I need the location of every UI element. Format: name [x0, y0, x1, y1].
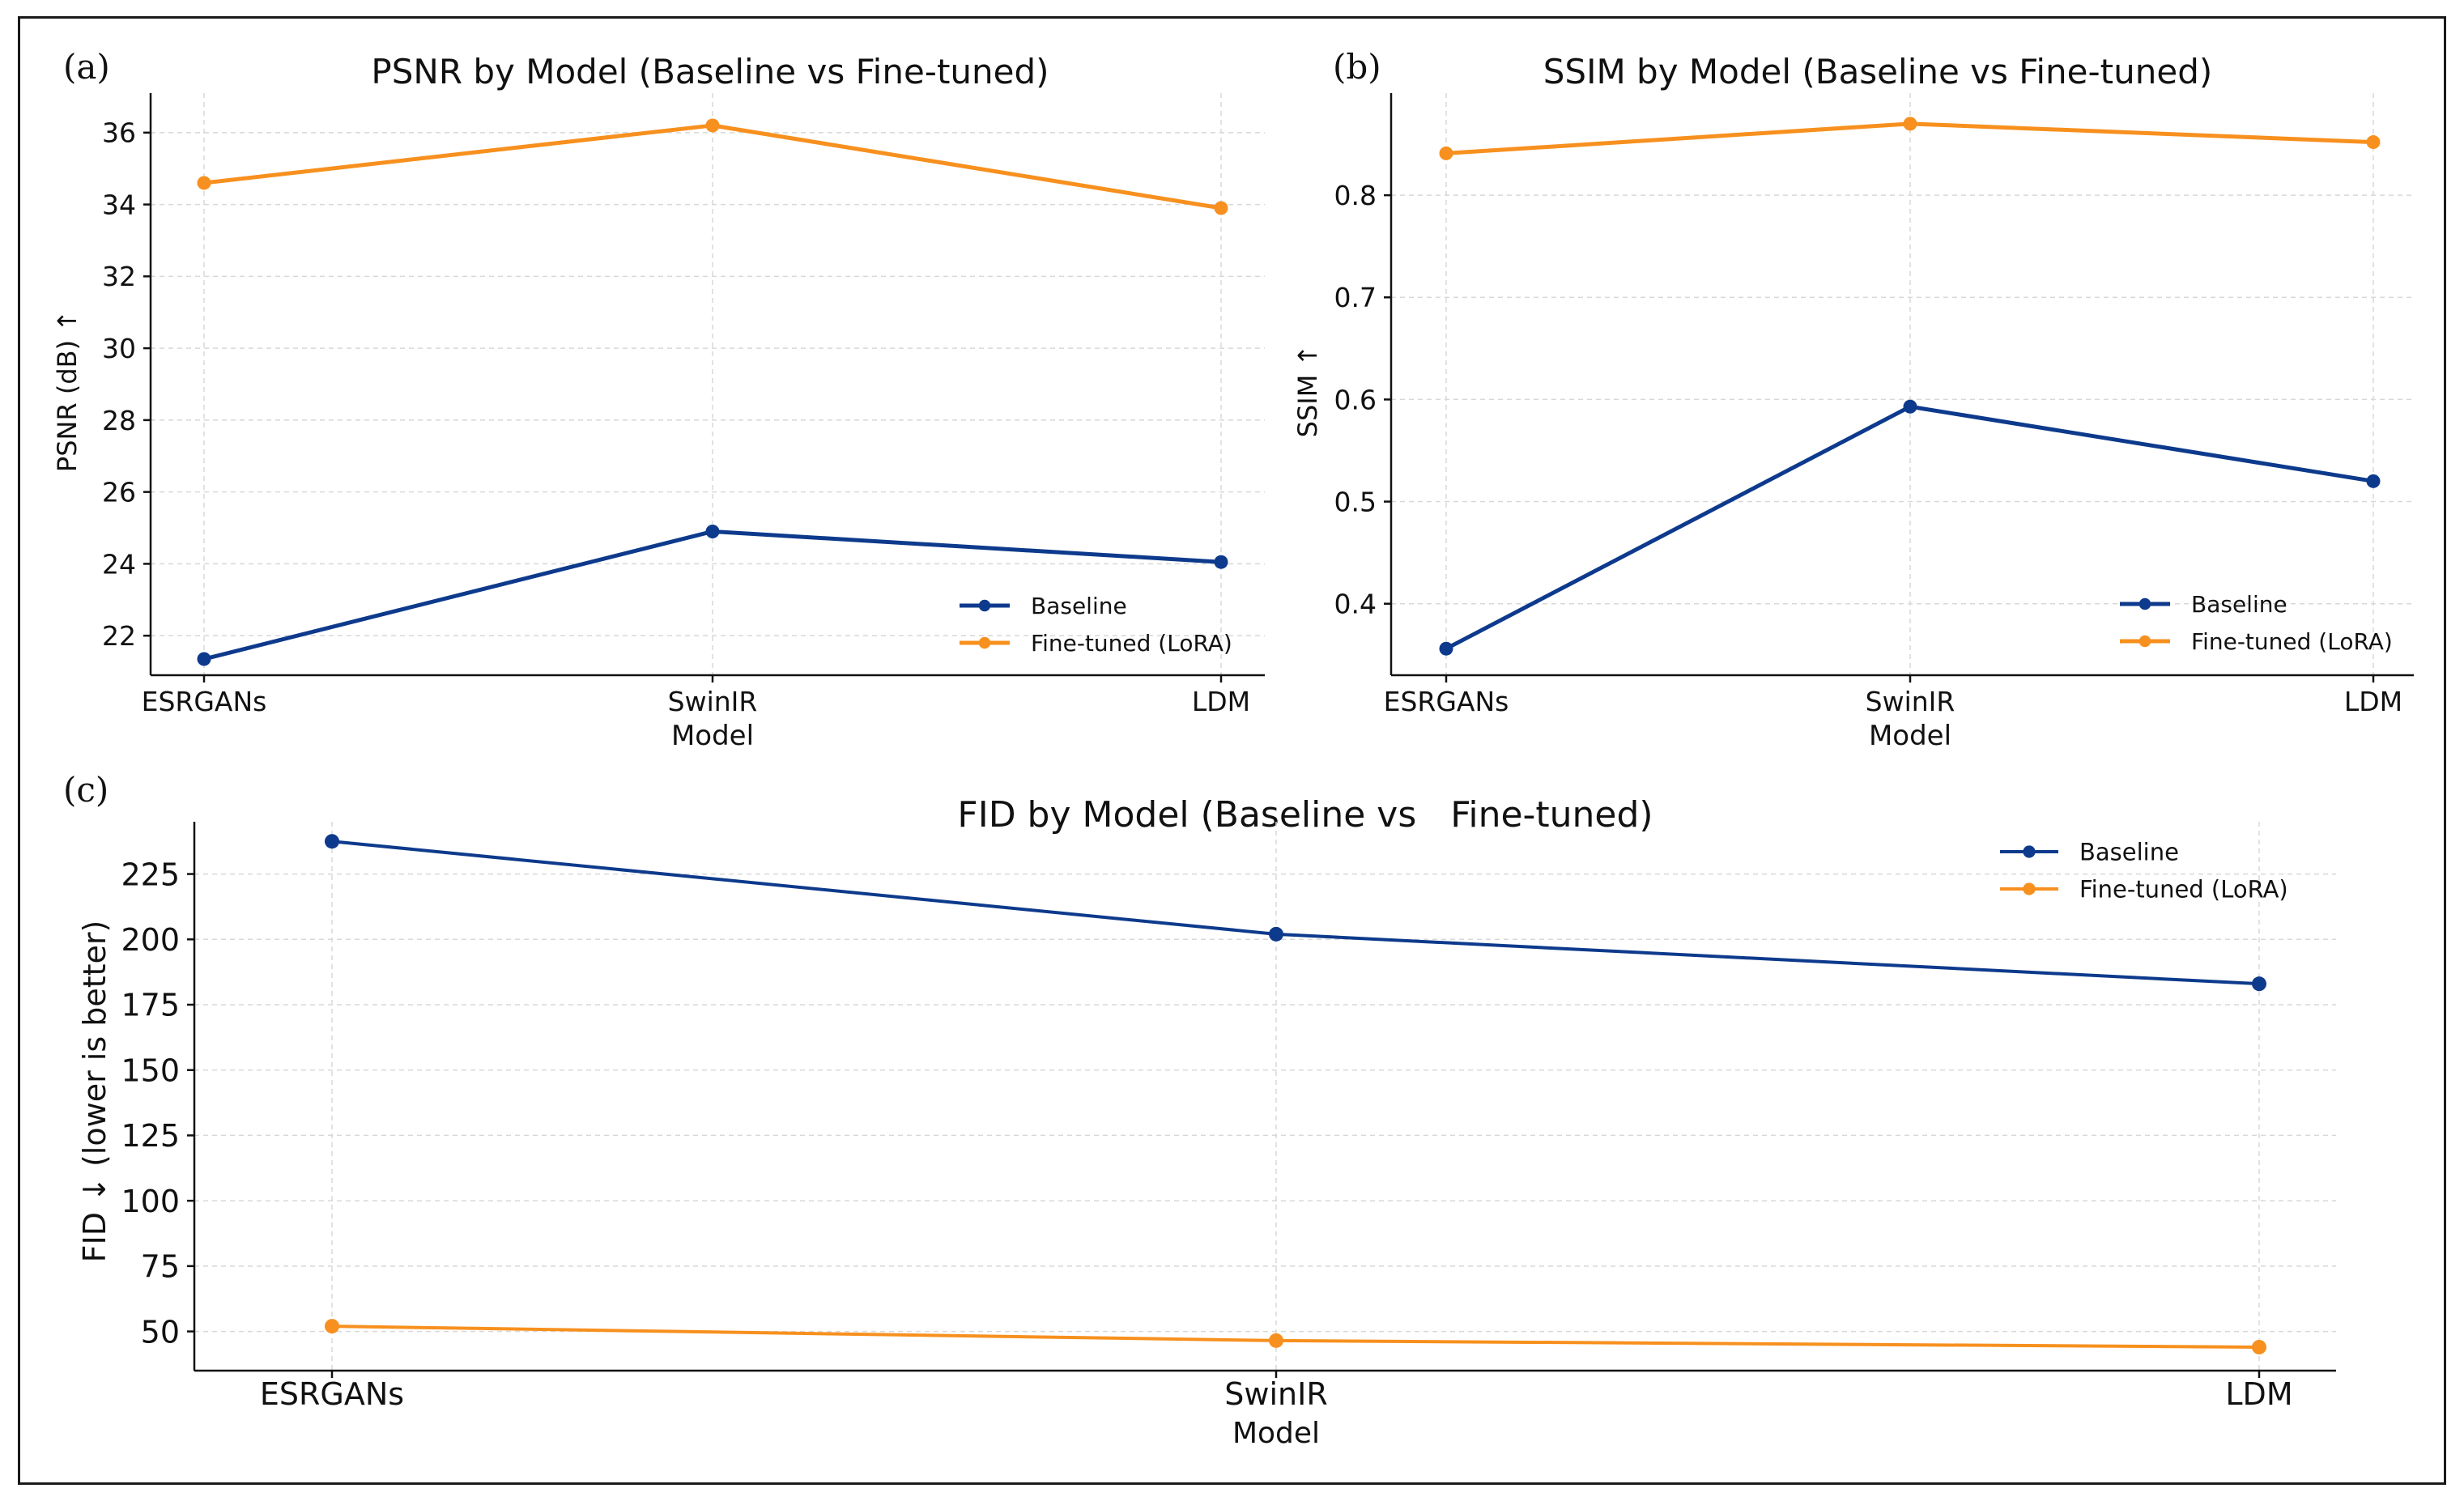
plot-psnr: 22 24 26 28 30 32 34 36 ESRGANs SwinIR LDM Baseline…	[102, 93, 1265, 717]
y-axis-label-ssim: SSIM ↑	[1292, 345, 1323, 438]
fid-series-finetuned-line	[331, 1325, 2260, 1349]
ssim-series-baseline-point	[1439, 641, 1453, 656]
psnr-series-finetuned-point	[1214, 201, 1228, 215]
psnr-x-tick-label: LDM	[1192, 686, 1250, 717]
fid-y-tick-label: 150	[121, 1052, 180, 1088]
panel-letter-c: (c)	[63, 770, 109, 810]
fid-series-baseline-point	[325, 834, 339, 849]
ssim-series-finetuned-point	[2366, 135, 2381, 150]
fid-series-baseline-point	[1269, 926, 1283, 942]
fid-y-tick-label: 175	[121, 988, 180, 1023]
fid-y-tick-label: 200	[121, 922, 180, 958]
ssim-series-finetuned-point	[1439, 146, 1453, 160]
psnr-y-tick-label: 28	[102, 405, 136, 436]
psnr-y-tick-label: 30	[102, 333, 136, 364]
psnr-legend-swatch-marker	[978, 636, 991, 649]
chart-title-fid: FID by Model (Baseline vs Fine-tuned)	[957, 794, 1653, 836]
psnr-legend-label: Fine-tuned (LoRA)	[1031, 630, 1232, 657]
fid-y-tick-label: 75	[141, 1249, 180, 1285]
ssim-y-tick-label: 0.7	[1334, 282, 1377, 313]
psnr-series-finetuned-point	[197, 176, 211, 190]
psnr-y-tick-label: 24	[102, 548, 136, 580]
psnr-y-tick-label: 34	[102, 189, 136, 220]
x-axis-label-psnr: Model	[671, 720, 754, 752]
psnr-y-tick-label: 36	[102, 117, 136, 149]
fid-series-finetuned-point	[2252, 1339, 2266, 1354]
fid-y-tick-label: 100	[121, 1184, 180, 1219]
fid-y-tick-label: 50	[141, 1314, 180, 1350]
psnr-y-tick-label: 26	[102, 477, 136, 508]
fid-x-tick-label: ESRGANs	[260, 1376, 404, 1412]
psnr-y-tick-label: 32	[102, 261, 136, 292]
ssim-series-baseline-point	[1903, 399, 1917, 414]
x-axis-label-ssim: Model	[1869, 720, 1951, 752]
y-axis-label-fid: FID ↓ (lower is better)	[77, 921, 113, 1263]
ssim-x-tick-label: ESRGANs	[1384, 686, 1509, 717]
psnr-series-baseline-point	[705, 524, 720, 538]
chart-title-ssim: SSIM by Model (Baseline vs Fine-tuned)	[1543, 52, 2213, 91]
psnr-legend-swatch-marker	[978, 599, 991, 612]
psnr-x-tick-label: SwinIR	[668, 686, 758, 717]
fid-series-finetuned-point	[325, 1319, 339, 1334]
ssim-y-tick-label: 0.8	[1334, 180, 1377, 211]
ssim-legend-label: Fine-tuned (LoRA)	[2191, 628, 2393, 655]
ssim-y-tick-label: 0.6	[1334, 384, 1377, 415]
y-axis-label-psnr: PSNR (dB) ↑	[52, 310, 83, 472]
panel-letter-b: (b)	[1333, 47, 1381, 87]
fid-series-baseline-line	[331, 840, 2260, 986]
fid-x-tick-label: SwinIR	[1224, 1376, 1327, 1412]
chart-title-psnr: PSNR by Model (Baseline vs Fine-tuned)	[371, 52, 1049, 91]
fid-y-tick-label: 125	[121, 1118, 180, 1154]
ssim-y-tick-label: 0.5	[1334, 486, 1377, 517]
ssim-legend-label: Baseline	[2191, 591, 2287, 618]
ssim-x-tick-label: SwinIR	[1866, 686, 1955, 717]
plot-ssim: 0.4 0.5 0.6 0.7 0.8 ESRGANs SwinIR LDM Baseline F…	[1334, 93, 2414, 717]
fid-legend-swatch-marker	[2023, 845, 2036, 858]
panel-letter-a: (a)	[63, 47, 110, 87]
psnr-series-baseline-point	[1214, 555, 1228, 569]
ssim-series-baseline-point	[2366, 474, 2381, 488]
ssim-legend-swatch-marker	[2138, 635, 2151, 648]
psnr-series-baseline-point	[197, 652, 211, 666]
fid-legend-swatch-marker	[2023, 882, 2036, 895]
fid-legend-label: Baseline	[2079, 838, 2179, 865]
ssim-y-tick-label: 0.4	[1334, 589, 1377, 620]
ssim-legend-swatch-marker	[2138, 597, 2151, 610]
ssim-series-finetuned-point	[1903, 117, 1917, 131]
fid-series-finetuned-point	[1269, 1333, 1283, 1348]
fid-legend-label: Fine-tuned (LoRA)	[2079, 875, 2288, 903]
fid-x-tick-label: LDM	[2225, 1376, 2292, 1412]
psnr-y-tick-label: 22	[102, 620, 136, 652]
fid-y-tick-label: 225	[121, 857, 180, 892]
x-axis-label-fid: Model	[1232, 1417, 1320, 1450]
plot-fid: 50 75 100 125 150 175 200 225 ESRGANs SwinIR LDM Ba…	[121, 822, 2336, 1412]
psnr-x-tick-label: ESRGANs	[142, 686, 267, 717]
figure-frame	[18, 16, 2446, 1485]
fid-series-baseline-point	[2252, 976, 2266, 992]
psnr-series-finetuned-point	[705, 118, 720, 133]
psnr-legend-label: Baseline	[1031, 593, 1127, 619]
ssim-x-tick-label: LDM	[2344, 686, 2402, 717]
